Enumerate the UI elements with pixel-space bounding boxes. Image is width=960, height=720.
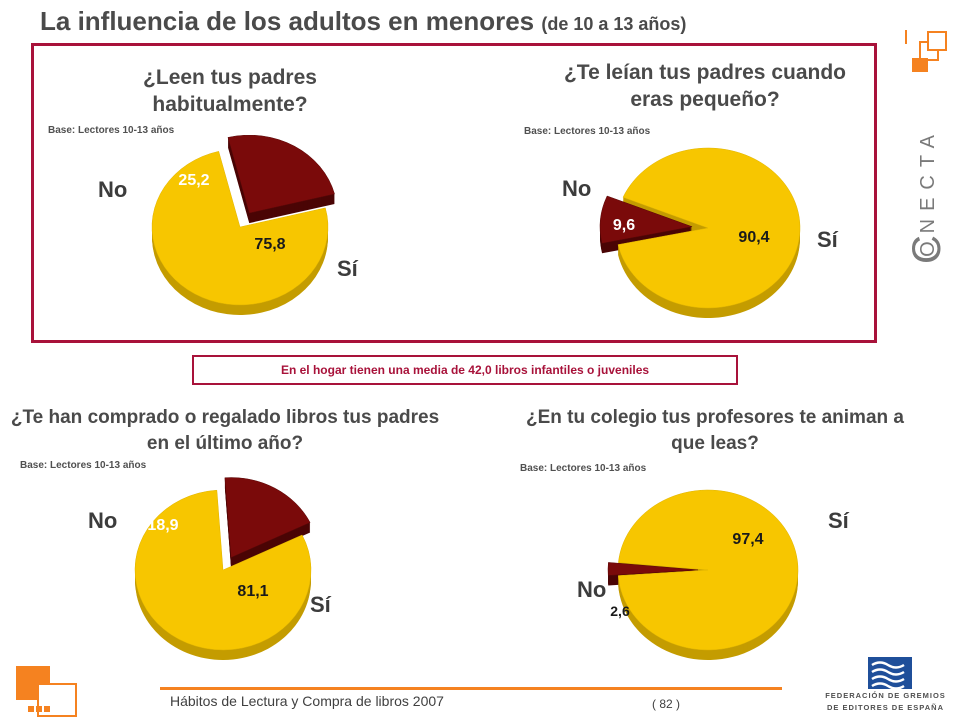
chart-3-base: Base: Lectores 10-13 años <box>20 460 147 471</box>
chart-3-slice-no <box>224 477 311 558</box>
chart-2-slice-yes <box>617 147 801 309</box>
top-panel-frame <box>31 43 877 343</box>
note-banner: En el hogar tienen una media de 42,0 lib… <box>192 355 738 385</box>
page-number: ( 82 ) <box>652 697 681 711</box>
chart-3-no-label: No <box>88 508 118 533</box>
chart-1-no-label: No <box>98 177 128 202</box>
page-title-main: La influencia de los adultos en menores <box>40 6 535 36</box>
chart-1-slice-no <box>227 135 335 214</box>
chart-3-pie: 81,1 18,9 <box>134 477 312 660</box>
chart-2-yes-label: Sí <box>817 227 838 252</box>
chart-2-slice-no <box>599 195 694 244</box>
footer-divider <box>160 687 782 690</box>
chart-4-slice-yes <box>617 489 799 651</box>
chart-1-question: ¿Leen tus padres habitualmente? <box>143 66 317 116</box>
chart-2-no-label: No <box>562 176 592 201</box>
chart-2-yes-value: 90,4 <box>738 229 769 246</box>
footer-orange-squares-logo <box>16 666 77 717</box>
chart-3-question: ¿Te han comprado o regalado libros tus p… <box>10 407 440 454</box>
chart-3-yes-label: Sí <box>310 592 331 617</box>
chart-1-slice-yes <box>151 151 329 306</box>
chart-4-yes-value: 97,4 <box>732 531 763 548</box>
chart-1-yes-value: 75,8 <box>254 236 285 253</box>
conecta-initial: C <box>905 235 949 264</box>
chart-1-pie: 75,8 25,2 <box>151 135 335 316</box>
footer-title: Hábitos de Lectura y Compra de libros 20… <box>170 693 444 709</box>
page-title: La influencia de los adultos en menores … <box>40 6 686 37</box>
chart-2-question: ¿Te leían tus padres cuando eras pequeño… <box>563 61 846 111</box>
chart-4-no-value: 2,6 <box>610 603 630 619</box>
chart-4-yes-label: Sí <box>828 508 849 533</box>
chart-3-yes-value: 81,1 <box>237 583 268 600</box>
federation-name: FEDERACIÓN DE GREMIOS DE EDITORES DE ESP… <box>818 690 953 714</box>
chart-2-pie: 90,4 9,6 <box>599 147 801 318</box>
chart-4-no-label: No <box>577 577 607 602</box>
chart-4-question: ¿En tu colegio tus profesores te animan … <box>526 407 904 454</box>
chart-1-base: Base: Lectores 10-13 años <box>48 125 175 136</box>
page-title-subtitle: (de 10 a 13 años) <box>541 14 687 34</box>
chart-2-base: Base: Lectores 10-13 años <box>524 126 651 137</box>
chart-3-no-value: 18,9 <box>147 517 178 534</box>
chart-2-no-value: 9,6 <box>613 217 635 234</box>
conecta-wordmark: ONECTA <box>917 127 939 257</box>
federation-name-line-1: FEDERACIÓN DE GREMIOS <box>825 691 946 700</box>
chart-1-no-value: 25,2 <box>178 172 209 189</box>
chart-3-slice-yes <box>134 489 312 651</box>
federation-name-line-2: DE EDITORES DE ESPAÑA <box>827 703 944 712</box>
chart-1-yes-label: Sí <box>337 256 358 281</box>
chart-4-pie: 97,4 2,6 <box>607 489 799 660</box>
chart-4-slice-no <box>607 562 699 576</box>
chart-4-base: Base: Lectores 10-13 años <box>520 463 647 474</box>
conecta-logo: ONECTA C <box>905 30 949 264</box>
federation-logo-icon <box>868 657 912 689</box>
